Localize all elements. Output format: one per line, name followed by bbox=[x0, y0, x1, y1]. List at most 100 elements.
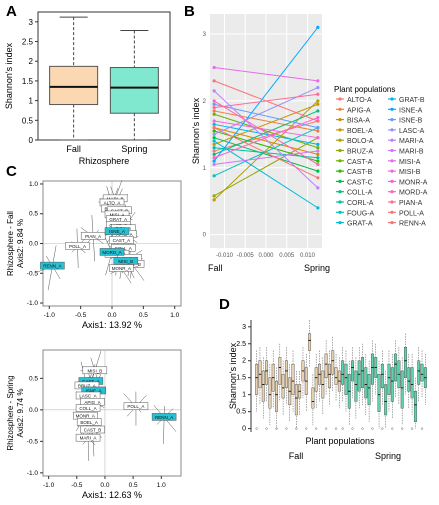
point-lasc-a: LASC_A bbox=[76, 392, 100, 399]
population-box bbox=[398, 347, 401, 405]
outlier-point bbox=[266, 428, 268, 430]
population-box bbox=[384, 371, 387, 429]
box bbox=[255, 364, 258, 395]
y-tick-label: 1.5 bbox=[22, 77, 34, 86]
data-point bbox=[316, 119, 319, 122]
population-box bbox=[421, 351, 424, 430]
outlier-point bbox=[325, 428, 327, 430]
x-tick-label: 1.0 bbox=[170, 312, 179, 319]
population-box bbox=[404, 334, 407, 395]
population-box bbox=[265, 347, 268, 429]
y-axis-label: Shannon's index bbox=[228, 342, 238, 409]
data-point bbox=[316, 26, 319, 29]
legend-swatch-point bbox=[338, 200, 341, 203]
outlier-point bbox=[381, 428, 383, 430]
outlier-point bbox=[411, 428, 413, 430]
legend-swatch-point bbox=[390, 200, 393, 203]
point-label: MONR_A bbox=[112, 266, 131, 271]
population-box bbox=[341, 347, 344, 429]
data-point bbox=[316, 103, 319, 106]
population-box bbox=[365, 354, 368, 415]
legend-entry: BOEL-A bbox=[347, 128, 373, 135]
point-renn-a: RENN_A bbox=[152, 413, 176, 420]
outlier-point bbox=[256, 428, 258, 430]
population-box bbox=[388, 351, 391, 412]
panel-c-fall-ordination: -1.0-0.50.00.51.0-1.0-0.50.00.51.0MARI_B… bbox=[6, 180, 181, 330]
data-point bbox=[213, 159, 216, 162]
data-point bbox=[213, 119, 216, 122]
y-tick-label: 2.5 bbox=[22, 38, 34, 47]
point-monr-a: MONR_A bbox=[109, 265, 133, 272]
data-point bbox=[213, 156, 216, 159]
box bbox=[361, 357, 364, 388]
box bbox=[358, 361, 361, 392]
data-point bbox=[213, 133, 216, 136]
y-tick-label: 0.5 bbox=[29, 375, 38, 382]
population-box bbox=[322, 357, 325, 415]
population-box bbox=[315, 354, 318, 430]
panel-letter-b: B bbox=[184, 3, 195, 20]
point-label: MISI_B bbox=[87, 368, 102, 373]
y-tick-label: 0.5 bbox=[29, 211, 38, 218]
data-point bbox=[316, 79, 319, 82]
outlier-point bbox=[305, 428, 307, 430]
legend-swatch-point bbox=[390, 170, 393, 173]
legend-entry: FOUG-A bbox=[347, 210, 375, 217]
y-axis-label: Axis2: 9.74 % bbox=[16, 389, 25, 438]
y-tick-label: -1.0 bbox=[27, 470, 39, 477]
data-point bbox=[316, 99, 319, 102]
population-box bbox=[358, 347, 361, 408]
population-box bbox=[401, 357, 404, 429]
x-label-spring: Spring bbox=[304, 263, 330, 273]
population-box bbox=[272, 351, 275, 409]
legend-entry: BRUZ-A bbox=[347, 149, 373, 156]
data-point bbox=[316, 153, 319, 156]
x-label-fall: Fall bbox=[208, 263, 223, 273]
legend-entry: ISNE-B bbox=[399, 118, 423, 125]
x-tick-label: 0.5 bbox=[139, 312, 148, 319]
legend-swatch-point bbox=[338, 97, 341, 100]
population-box bbox=[259, 347, 262, 405]
y-tick-label: 2 bbox=[29, 57, 34, 66]
box bbox=[391, 368, 394, 402]
population-box bbox=[328, 351, 331, 405]
y-tick-label: 1 bbox=[242, 392, 246, 399]
legend-swatch-point bbox=[390, 139, 393, 142]
population-box bbox=[411, 354, 414, 430]
data-point bbox=[213, 106, 216, 109]
box-fall bbox=[50, 66, 98, 104]
legend-swatch-point bbox=[338, 159, 341, 162]
box bbox=[414, 391, 417, 422]
population-box bbox=[338, 357, 341, 408]
data-point bbox=[213, 109, 216, 112]
y-tick-label: 0.5 bbox=[22, 116, 34, 125]
point-label: ISNE_A bbox=[109, 229, 125, 234]
point-label: LASC_A bbox=[79, 393, 96, 398]
y-tick-label: 0 bbox=[29, 136, 34, 145]
legend-entry: MISI-A bbox=[399, 159, 421, 166]
box bbox=[355, 371, 358, 402]
legend-entry: CAST-C bbox=[347, 179, 373, 186]
population-box bbox=[417, 347, 420, 401]
box bbox=[275, 381, 278, 412]
point-misi-b: MISI_B bbox=[83, 367, 107, 374]
data-point bbox=[213, 198, 216, 201]
box bbox=[328, 364, 331, 388]
point-label: RENN_A bbox=[43, 264, 61, 269]
data-point bbox=[213, 194, 216, 197]
legend-entry: LASC-A bbox=[399, 128, 425, 135]
box bbox=[312, 388, 315, 408]
outlier-point bbox=[335, 428, 337, 430]
population-box bbox=[298, 371, 301, 415]
data-point bbox=[316, 159, 319, 162]
point-label: COLL_A bbox=[79, 406, 96, 411]
box bbox=[325, 354, 328, 378]
box bbox=[345, 364, 348, 395]
x-tick-label: -1.0 bbox=[44, 312, 56, 319]
point-label: BOEL_A bbox=[80, 420, 98, 425]
population-box bbox=[295, 371, 298, 430]
population-box bbox=[348, 361, 351, 425]
data-point bbox=[213, 146, 216, 149]
population-box bbox=[318, 351, 321, 402]
